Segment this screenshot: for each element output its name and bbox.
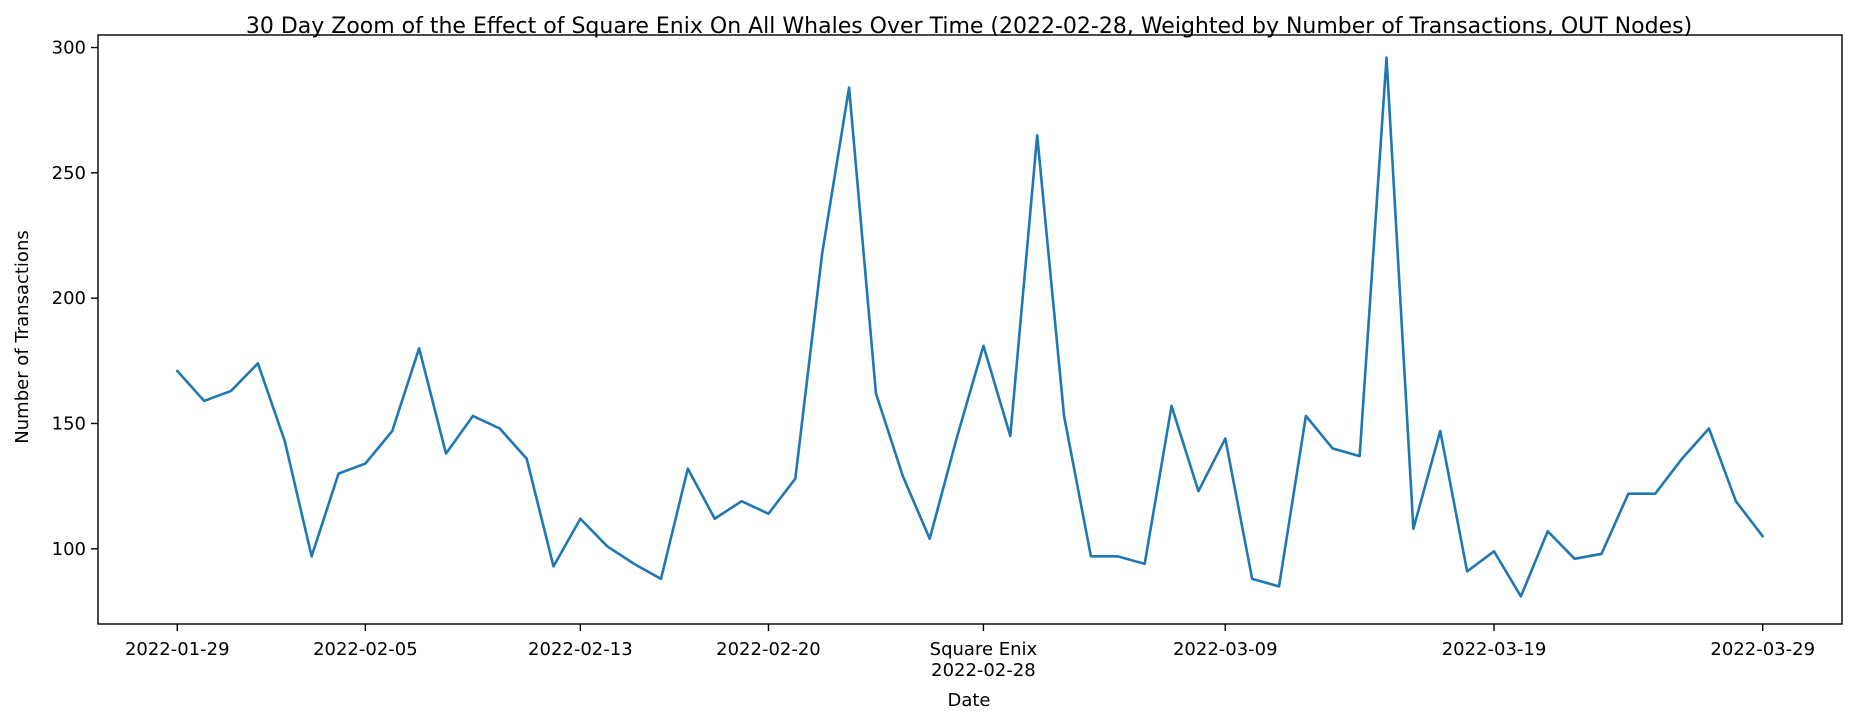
x-axis: 2022-01-29 2022-02-05 2022-02-13 2022-02-20… [125,624,1815,681]
data-line [175,56,1765,598]
x-axis-label: Date [947,690,990,711]
y-tick-label: 250 [52,163,86,184]
x-tick-label: 2022-03-19 [1442,639,1547,660]
x-tick-label: 2022-01-29 [125,639,230,660]
plot-area-frame [97,34,1843,625]
y-axis: 100 150 200 250 300 [52,38,98,560]
y-tick-label: 300 [52,38,86,59]
y-tick-label: 100 [52,539,86,560]
x-tick-label: 2022-03-29 [1710,639,1815,660]
y-tick-label: 200 [52,288,86,309]
y-axis-label: Number of Transactions [12,230,33,443]
x-tick-label: 2022-02-13 [528,639,633,660]
x-tick-label: Square Enix 2022-02-28 [930,639,1038,681]
x-tick-label: 2022-02-20 [716,639,821,660]
x-tick-label: 2022-03-09 [1173,639,1278,660]
y-tick-label: 150 [52,413,86,434]
x-tick-label: 2022-02-05 [313,639,418,660]
